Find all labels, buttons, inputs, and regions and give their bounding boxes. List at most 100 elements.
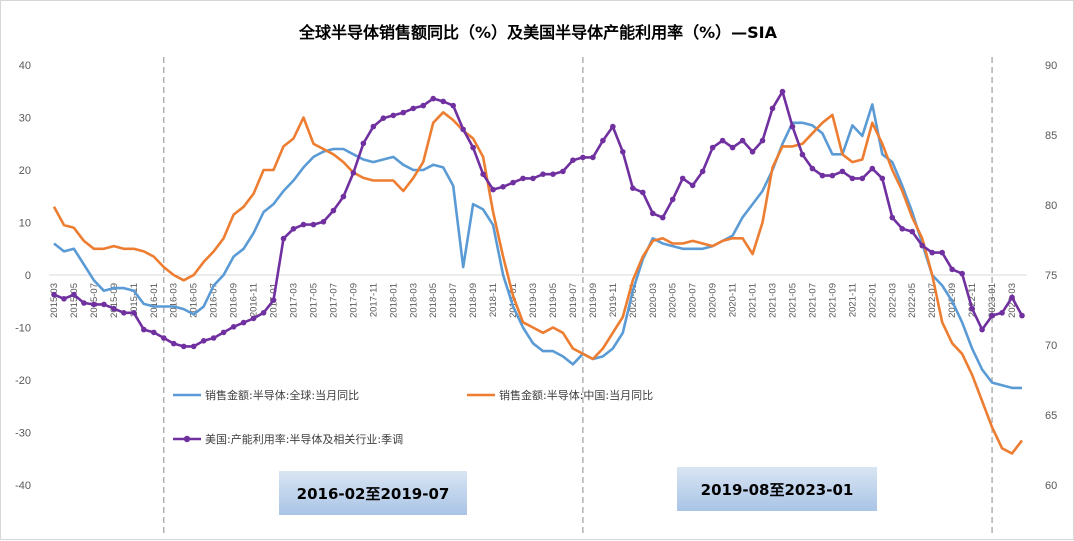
series-3-point [170, 340, 177, 347]
series-3-point [590, 154, 596, 161]
series-3-point [1009, 294, 1015, 301]
series-3-point [330, 207, 337, 214]
series-3-point [310, 221, 317, 228]
series-3-point [160, 335, 167, 341]
x-tick-label: 2015-07 [89, 283, 100, 318]
series-3-point [280, 235, 287, 242]
series-3-point [739, 137, 746, 144]
series-3-point [570, 157, 576, 163]
legend-marker-3 [183, 435, 191, 443]
x-tick-label: 2016-07 [209, 283, 220, 318]
series-3-point [480, 171, 486, 177]
series-3-point [879, 175, 886, 182]
x-tick-label: 2020-09 [708, 283, 719, 318]
series-3-point [709, 144, 716, 151]
series-3-point [430, 95, 437, 102]
series-3-point [799, 151, 806, 158]
series-3-point [300, 221, 307, 228]
series-3-point [121, 310, 127, 316]
x-tick-label: 2021-07 [807, 283, 818, 318]
x-tick-label: 2020-03 [648, 283, 659, 318]
y-right-tick-label: 90 [1045, 60, 1057, 72]
series-3-point [560, 168, 566, 175]
x-tick-label: 2023-01 [987, 283, 998, 318]
series-3-point [240, 319, 247, 326]
series-3-point [719, 137, 726, 144]
x-tick-label: 2018-03 [408, 283, 419, 318]
series-3-point [190, 343, 197, 350]
series-3-point [699, 168, 706, 175]
series-3-point [340, 193, 347, 200]
y-right-tick-label: 60 [1045, 480, 1057, 492]
series-3-point [979, 326, 985, 333]
series-3-point [779, 88, 786, 95]
y-left-tick-label: -20 [15, 375, 31, 387]
series-3-point [869, 165, 876, 172]
y-left-tick-label: 40 [19, 60, 31, 72]
series-3-point [679, 175, 686, 182]
series-3-point [729, 144, 736, 151]
series-3-point [470, 144, 476, 151]
x-tick-label: 2018-05 [428, 283, 439, 318]
series-3-point [989, 312, 995, 319]
x-tick-label: 2020-01 [628, 283, 639, 318]
x-tick-label: 2020-07 [688, 283, 699, 318]
series-3-point [450, 102, 456, 109]
series-3-point [230, 324, 237, 330]
x-tick-label: 2022-05 [907, 283, 918, 318]
series-3-point [1019, 312, 1025, 319]
series-3-point [290, 226, 297, 232]
x-tick-label: 2016-01 [149, 283, 160, 318]
series-3-point [510, 179, 516, 186]
series-3-point [849, 175, 856, 182]
series-3-point [959, 270, 965, 277]
x-tick-label: 2017-09 [348, 283, 359, 318]
series-3-point [61, 296, 67, 302]
series-3-point [829, 172, 836, 179]
series-3-point [919, 242, 926, 249]
series-3-point [320, 219, 327, 225]
x-tick-label: 2015-05 [69, 283, 80, 318]
y-left-tick-label: 30 [19, 113, 31, 125]
x-tick-label: 2015-03 [49, 283, 60, 318]
x-tick-label: 2016-05 [189, 283, 200, 318]
x-tick-label: 2017-07 [328, 283, 339, 318]
series-3-point [490, 186, 496, 193]
series-3-point [141, 326, 147, 333]
series-3-point [220, 329, 227, 336]
x-tick-label: 2019-05 [548, 283, 559, 318]
series-3-point [769, 105, 776, 112]
series-3-point [839, 168, 846, 175]
series-3-point [819, 172, 826, 179]
y-right-tick-label: 80 [1045, 200, 1057, 212]
x-tick-label: 2022-11 [967, 283, 978, 317]
series-3-point [101, 301, 107, 308]
x-tick-label: 2021-09 [827, 283, 838, 318]
series-3-point [500, 184, 506, 190]
y-left-tick-label: -40 [15, 480, 31, 492]
series-3-point [580, 154, 586, 161]
series-3-point [649, 210, 656, 217]
y-left-tick-label: -30 [15, 428, 31, 440]
legend-label-3: 美国:产能利用率:半导体及相关行业:季调 [205, 432, 403, 446]
series-3-point [929, 249, 935, 256]
series-3-point [620, 149, 626, 155]
series-3-point [380, 115, 387, 121]
series-3-point [460, 126, 466, 133]
y-left-tick-label: 20 [19, 165, 31, 177]
series-3-point [370, 123, 377, 130]
x-tick-label: 2019-11 [608, 283, 619, 317]
period-annotation-1: 2016-02至2019-07 [279, 471, 467, 515]
chart-title: 全球半导体销售额同比（%）及美国半导体产能利用率（%）—SIA [298, 23, 778, 42]
series-3-point [889, 214, 896, 221]
x-tick-label: 2022-03 [887, 283, 898, 318]
series-3-point [180, 343, 187, 350]
series-3-point [689, 182, 696, 189]
series-3-point [759, 137, 766, 144]
x-tick-label: 2018-07 [448, 283, 459, 318]
series-3-point [410, 105, 417, 112]
series-3-point [899, 226, 906, 232]
series-3-point [270, 297, 277, 304]
x-tick-label: 2021-11 [847, 283, 858, 317]
